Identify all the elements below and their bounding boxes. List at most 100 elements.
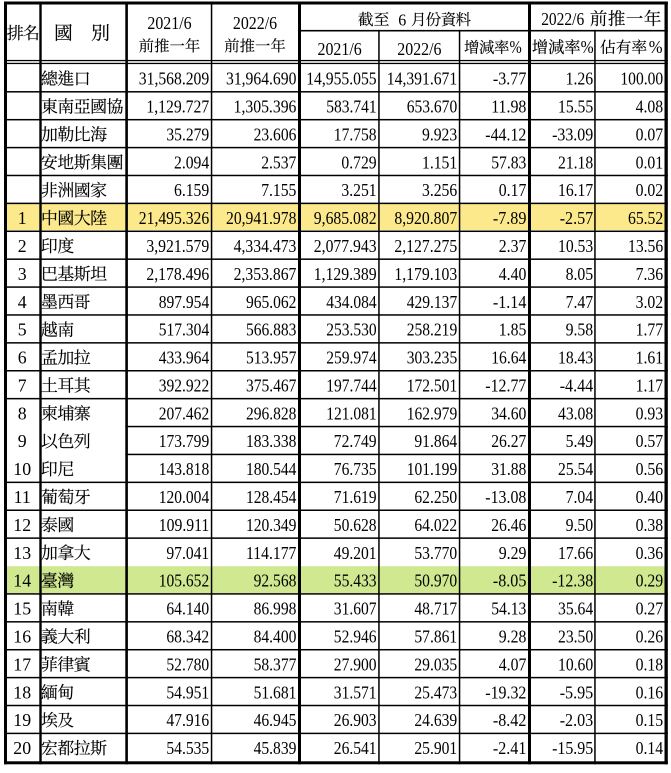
svg-text:-5.95: -5.95 [560,682,594,702]
svg-text:2022/6: 2022/6 [397,39,441,59]
svg-text:101.199: 101.199 [407,459,457,479]
svg-text:29.035: 29.035 [414,654,457,674]
svg-text:16.17: 16.17 [558,180,593,200]
svg-text:15: 15 [13,599,31,619]
svg-text:9.28: 9.28 [499,627,527,647]
svg-text:52.946: 52.946 [334,627,377,647]
svg-text:0.17: 0.17 [499,180,527,200]
svg-text:0.56: 0.56 [636,459,664,479]
svg-text:0.38: 0.38 [636,515,664,535]
svg-text:16.64: 16.64 [491,348,526,368]
svg-text:17.66: 17.66 [558,543,593,563]
svg-text:31.607: 31.607 [334,599,377,619]
svg-text:13: 13 [13,543,31,563]
svg-text:4: 4 [18,292,27,312]
svg-text:64.140: 64.140 [166,599,209,619]
svg-text:2022/6: 2022/6 [541,9,584,29]
svg-text:35.279: 35.279 [166,124,209,144]
svg-text:1,129.727: 1,129.727 [146,97,209,117]
svg-text:25.54: 25.54 [558,459,593,479]
svg-text:0.36: 0.36 [636,543,664,563]
svg-text:0.57: 0.57 [636,431,664,451]
svg-text:10.60: 10.60 [558,654,593,674]
svg-text:31.571: 31.571 [334,682,377,702]
svg-text:6.159: 6.159 [174,180,209,200]
svg-text:100.00: 100.00 [620,69,663,89]
svg-text:0.16: 0.16 [636,682,664,702]
svg-text:0.27: 0.27 [636,599,664,619]
svg-text:7.36: 7.36 [636,264,664,284]
svg-text:6: 6 [18,348,27,368]
svg-text:1,179.103: 1,179.103 [394,264,457,284]
svg-text:55.433: 55.433 [334,571,377,591]
svg-text:10: 10 [13,459,31,479]
svg-text:9.50: 9.50 [566,515,594,535]
svg-text:0.01: 0.01 [636,152,664,172]
svg-text:173.799: 173.799 [159,431,209,451]
svg-text:-1.14: -1.14 [493,292,527,312]
svg-text:%: % [510,37,522,57]
svg-text:2,127.275: 2,127.275 [394,236,457,256]
svg-text:58.377: 58.377 [254,654,297,674]
svg-text:2,178.496: 2,178.496 [146,264,209,284]
svg-text:0.18: 0.18 [636,654,664,674]
svg-text:23.50: 23.50 [558,627,593,647]
svg-text:0.15: 0.15 [636,710,664,730]
svg-text:429.137: 429.137 [407,292,457,312]
svg-text:-8.42: -8.42 [493,710,527,730]
svg-text:50.970: 50.970 [414,571,457,591]
svg-text:128.454: 128.454 [246,487,296,507]
svg-text:2,353.867: 2,353.867 [234,264,297,284]
svg-text:517.304: 517.304 [159,320,209,340]
svg-text:34.60: 34.60 [491,403,526,423]
svg-text:258.219: 258.219 [407,320,457,340]
svg-text:1.85: 1.85 [499,320,527,340]
svg-text:120.004: 120.004 [159,487,209,507]
svg-text:15.55: 15.55 [558,97,593,117]
svg-text:5.49: 5.49 [566,431,594,451]
svg-text:31.88: 31.88 [491,459,526,479]
svg-text:26.541: 26.541 [334,738,377,758]
svg-text:49.201: 49.201 [334,543,377,563]
svg-text:11.98: 11.98 [491,97,526,117]
svg-text:1,305.396: 1,305.396 [234,97,297,117]
svg-text:433.964: 433.964 [159,348,209,368]
svg-text:6: 6 [398,11,406,30]
svg-text:43.08: 43.08 [558,403,593,423]
svg-text:-15.95: -15.95 [552,738,593,758]
svg-text:26.903: 26.903 [334,710,377,730]
svg-text:-4.44: -4.44 [560,376,594,396]
svg-text:45.839: 45.839 [254,738,297,758]
svg-text:31,568.209: 31,568.209 [139,69,209,89]
svg-text:35.64: 35.64 [558,599,593,619]
svg-text:143.818: 143.818 [159,459,209,479]
svg-text:-33.09: -33.09 [552,124,593,144]
svg-text:303.235: 303.235 [407,348,457,368]
svg-text:7.47: 7.47 [566,292,594,312]
svg-text:14,391.671: 14,391.671 [387,69,457,89]
svg-text:-2.57: -2.57 [560,208,594,228]
svg-text:434.084: 434.084 [326,292,376,312]
svg-text:47.916: 47.916 [166,710,209,730]
svg-text:24.639: 24.639 [414,710,457,730]
svg-text:9.58: 9.58 [566,320,594,340]
svg-text:-2.41: -2.41 [493,738,527,758]
svg-text:18: 18 [13,682,31,702]
svg-text:-12.77: -12.77 [485,376,526,396]
svg-text:4.40: 4.40 [499,264,527,284]
svg-text:25.901: 25.901 [414,738,457,758]
svg-text:20,941.978: 20,941.978 [226,208,296,228]
svg-text:25.473: 25.473 [414,682,457,702]
svg-text:21.18: 21.18 [558,152,593,172]
svg-text:0.93: 0.93 [636,403,664,423]
svg-text:23.606: 23.606 [254,124,297,144]
svg-text:375.467: 375.467 [246,376,296,396]
svg-text:1,129.389: 1,129.389 [314,264,377,284]
svg-text:8.05: 8.05 [566,264,594,284]
svg-text:0.29: 0.29 [636,571,664,591]
svg-text:52.780: 52.780 [166,654,209,674]
svg-text:5: 5 [18,320,27,340]
svg-text:183.338: 183.338 [246,431,296,451]
svg-text:16: 16 [13,627,31,647]
svg-text:-13.08: -13.08 [485,487,526,507]
